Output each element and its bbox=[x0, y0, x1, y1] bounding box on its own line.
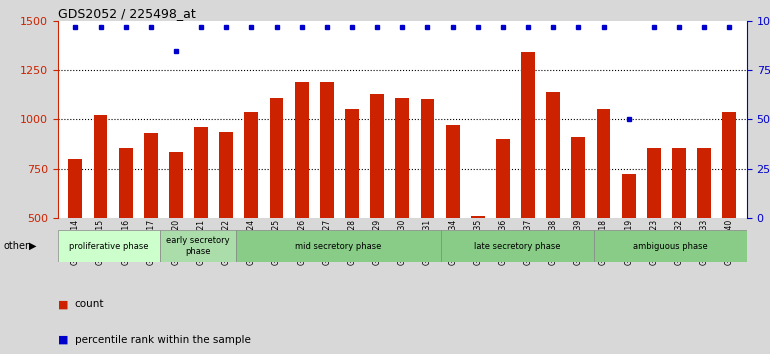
Text: count: count bbox=[75, 299, 104, 309]
Text: other: other bbox=[4, 241, 30, 251]
Bar bbox=[194, 127, 208, 218]
Bar bbox=[594, 230, 747, 262]
Bar bbox=[345, 109, 359, 218]
Text: ■: ■ bbox=[58, 299, 69, 309]
Text: ■: ■ bbox=[58, 335, 69, 345]
Bar bbox=[94, 115, 108, 218]
Bar bbox=[119, 148, 132, 218]
Text: ambiguous phase: ambiguous phase bbox=[633, 241, 708, 251]
Bar bbox=[144, 133, 158, 218]
Text: late secretory phase: late secretory phase bbox=[474, 241, 561, 251]
Bar bbox=[647, 148, 661, 218]
Bar bbox=[571, 137, 585, 218]
Bar bbox=[597, 109, 611, 218]
Bar bbox=[169, 152, 183, 218]
Bar bbox=[236, 230, 440, 262]
Bar bbox=[496, 139, 510, 218]
Text: GDS2052 / 225498_at: GDS2052 / 225498_at bbox=[58, 7, 196, 20]
Bar bbox=[547, 92, 560, 218]
Text: early secretory
phase: early secretory phase bbox=[166, 236, 230, 256]
Bar bbox=[697, 148, 711, 218]
Bar bbox=[672, 148, 686, 218]
Bar bbox=[160, 230, 236, 262]
Bar bbox=[320, 82, 333, 218]
Bar bbox=[219, 132, 233, 218]
Bar bbox=[420, 99, 434, 218]
Bar bbox=[370, 94, 384, 218]
Bar bbox=[69, 159, 82, 218]
Bar bbox=[245, 112, 258, 218]
Bar bbox=[446, 125, 460, 218]
Bar bbox=[521, 52, 535, 218]
Text: proliferative phase: proliferative phase bbox=[69, 241, 149, 251]
Bar bbox=[471, 216, 484, 218]
Bar bbox=[621, 175, 635, 218]
Text: mid secretory phase: mid secretory phase bbox=[296, 241, 382, 251]
Bar bbox=[58, 230, 160, 262]
Text: percentile rank within the sample: percentile rank within the sample bbox=[75, 335, 250, 345]
Bar bbox=[722, 112, 736, 218]
Bar bbox=[396, 98, 409, 218]
Bar bbox=[440, 230, 594, 262]
Bar bbox=[295, 82, 309, 218]
Bar bbox=[270, 98, 283, 218]
Text: ▶: ▶ bbox=[29, 241, 37, 251]
